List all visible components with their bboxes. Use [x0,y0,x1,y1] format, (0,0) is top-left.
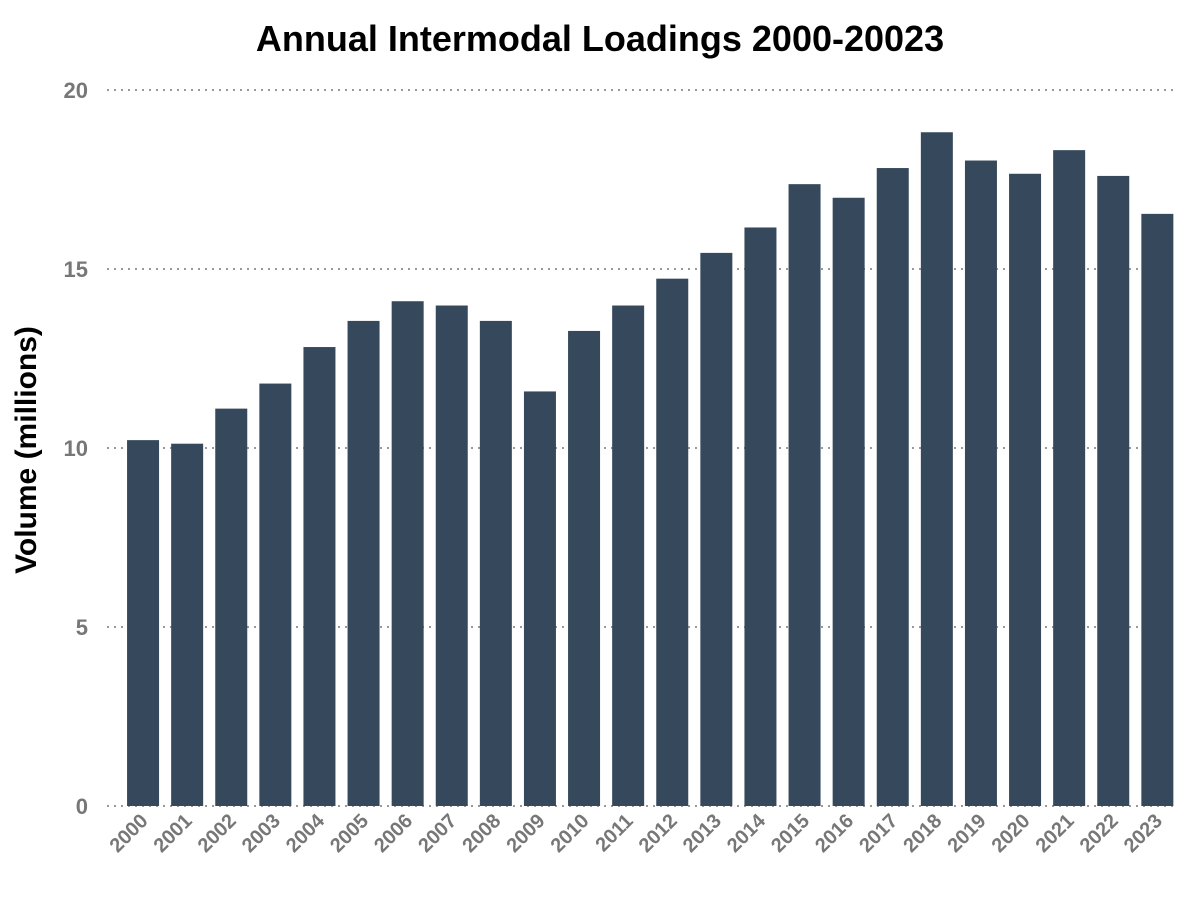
bar-2008 [479,320,512,806]
x-tick-label: 2023 [1120,810,1167,857]
x-tick-label: 2000 [106,810,153,857]
x-tick-label: 2005 [326,810,373,857]
bar-2012 [656,278,689,806]
bar-2003 [259,383,292,806]
chart-title: Annual Intermodal Loadings 2000-20023 [255,18,945,59]
bar-2022 [1097,175,1130,807]
bar-2017 [876,168,909,806]
x-tick-label: 2016 [811,810,858,857]
y-axis-ticks: 0 5 10 15 20 [64,78,88,819]
x-axis-ticks: 2000200120022003200420052006200720082009… [106,809,1167,857]
x-tick-label: 2006 [370,810,417,857]
x-tick-label: 2010 [547,810,594,857]
x-tick-label: 2013 [679,810,726,857]
bar-2010 [568,330,601,806]
y-tick-label: 5 [76,615,88,640]
x-tick-label: 2015 [767,810,814,857]
x-tick-label: 2002 [194,810,241,857]
x-tick-label: 2007 [414,810,461,857]
bar-2007 [435,305,468,806]
y-tick-label: 10 [64,436,88,461]
x-tick-label: 2003 [238,810,285,857]
bar-2015 [788,184,821,807]
bar-2001 [171,443,204,806]
bar-2019 [964,160,997,806]
x-tick-label: 2018 [899,810,946,857]
bar-2014 [744,227,777,807]
x-tick-label: 2008 [458,810,505,857]
x-tick-label: 2001 [150,810,197,857]
y-tick-label: 0 [76,794,88,819]
x-tick-label: 2021 [1032,810,1079,857]
bar-2013 [700,252,733,806]
bar-2002 [215,408,248,806]
bar-2005 [347,320,380,806]
bars [127,132,1174,807]
bar-2023 [1141,213,1174,807]
bar-2011 [612,305,645,806]
x-tick-label: 2017 [855,810,902,857]
x-tick-label: 2004 [282,809,330,857]
x-tick-label: 2012 [635,810,682,857]
x-tick-label: 2022 [1076,810,1123,857]
bar-2004 [303,347,336,806]
y-tick-label: 20 [64,78,88,103]
x-tick-label: 2014 [723,809,771,857]
x-tick-label: 2009 [502,810,549,857]
bar-2016 [832,197,865,806]
bar-2021 [1053,150,1086,807]
bar-2009 [523,391,556,806]
bar-2006 [391,301,424,806]
x-tick-label: 2019 [943,810,990,857]
y-tick-label: 15 [64,257,88,282]
x-tick-label: 2020 [988,810,1035,857]
bar-2020 [1009,173,1042,807]
bar-2018 [920,132,953,806]
bar-2000 [127,440,160,806]
x-tick-label: 2011 [591,810,637,856]
